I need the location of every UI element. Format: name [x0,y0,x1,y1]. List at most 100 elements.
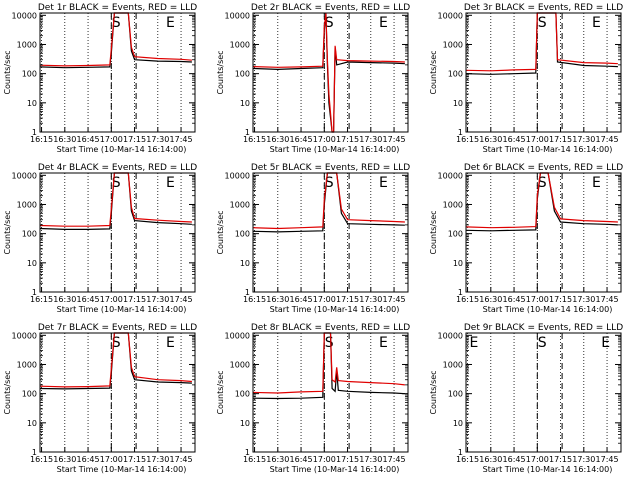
panel-5: Det 5r BLACK = Events, RED = LLD S E 1 10 100… [216,163,410,314]
x-tick-label: 17:45 [383,295,406,304]
panel-title: Det 5r BLACK = Events, RED = LLD [251,163,410,173]
x-tick-label: 17:15 [549,135,572,144]
interval-marker: S [325,15,334,31]
x-tick-label: 16:45 [503,455,526,464]
y-tick-label: 1 [458,448,463,457]
x-tick-label: 16:30 [266,135,289,144]
y-tick-label: 100 [235,70,250,79]
interval-marker: S [112,15,121,31]
x-tick-label: 17:45 [596,455,619,464]
x-tick-label: 16:45 [503,135,526,144]
x-axis-label: Start Time (10-Mar-14 16:14:00) [57,465,187,474]
x-axis-label: Start Time (10-Mar-14 16:14:00) [483,305,613,314]
y-tick-label: 10000 [438,331,463,340]
x-axis-label: Start Time (10-Mar-14 16:14:00) [57,145,187,154]
panel-1: Det 1r BLACK = Events, RED = LLD S E 1 10 100… [3,3,197,154]
x-tick-label: 16:30 [53,135,76,144]
interval-marker: S [325,335,334,351]
x-tick-label: 16:45 [77,455,100,464]
y-axis-label: Counts/sec [3,50,12,94]
y-tick-label: 100 [22,390,37,399]
x-tick-label: 17:45 [383,135,406,144]
y-axis-label: Counts/sec [3,210,12,254]
y-tick-label: 1 [245,448,250,457]
plot-frame [39,12,196,133]
y-tick-label: 10 [240,99,250,108]
y-tick-label: 100 [235,390,250,399]
y-tick-label: 100 [448,230,463,239]
panel-6: Det 6r BLACK = Events, RED = LLD S E 1 10 100… [429,163,623,314]
y-tick-label: 1000 [17,360,37,369]
x-tick-label: 16:45 [77,135,100,144]
x-tick-label: 17:00 [526,135,549,144]
y-axis-label: Counts/sec [216,210,225,254]
x-tick-label: 16:15 [243,295,266,304]
panel-title: Det 2r BLACK = Events, RED = LLD [251,3,410,13]
panel-title: Det 6r BLACK = Events, RED = LLD [464,163,623,173]
x-tick-label: 16:30 [479,295,502,304]
y-tick-label: 1 [32,288,37,297]
panel-8: Det 8r BLACK = Events, RED = LLD S E 1 10 100… [216,323,410,474]
y-tick-label: 10000 [438,11,463,20]
x-axis-label: Start Time (10-Mar-14 16:14:00) [270,145,400,154]
panel-title: Det 4r BLACK = Events, RED = LLD [38,163,197,173]
y-tick-label: 10 [453,419,463,428]
y-tick-label: 100 [22,70,37,79]
y-tick-label: 1000 [443,360,463,369]
y-tick-label: 1000 [230,200,250,209]
x-tick-label: 17:30 [146,455,169,464]
x-tick-label: 16:45 [77,295,100,304]
interval-marker: E [379,15,388,31]
x-tick-label: 16:30 [266,455,289,464]
x-tick-label: 17:30 [572,295,595,304]
interval-marker: S [112,175,121,191]
y-tick-label: 1000 [17,40,37,49]
x-axis-label: Start Time (10-Mar-14 16:14:00) [270,305,400,314]
panel-title: Det 1r BLACK = Events, RED = LLD [38,3,197,13]
panel-2: Det 2r BLACK = Events, RED = LLD S E 1 10 100… [216,3,410,154]
x-tick-label: 17:00 [313,135,336,144]
x-tick-label: 17:15 [336,455,359,464]
interval-marker: E [166,15,175,31]
x-tick-label: 17:00 [100,135,123,144]
y-tick-label: 100 [448,70,463,79]
x-tick-label: 16:15 [456,295,479,304]
x-tick-label: 16:30 [479,135,502,144]
x-tick-label: 17:45 [170,135,193,144]
y-tick-label: 10 [27,99,37,108]
x-tick-label: 17:15 [123,135,146,144]
plot-frame [39,172,196,293]
plot-frame [465,172,622,293]
x-tick-label: 17:30 [359,295,382,304]
x-tick-label: 17:30 [146,295,169,304]
y-tick-label: 100 [448,390,463,399]
x-tick-label: 16:45 [290,135,313,144]
interval-marker: E [166,335,175,351]
interval-marker: S [538,15,547,31]
x-tick-label: 17:30 [146,135,169,144]
x-axis-label: Start Time (10-Mar-14 16:14:00) [57,305,187,314]
y-tick-label: 10 [240,419,250,428]
x-tick-label: 16:15 [30,295,53,304]
y-tick-label: 10000 [12,331,37,340]
x-tick-label: 16:15 [456,455,479,464]
interval-marker: E [379,175,388,191]
x-tick-label: 17:00 [313,455,336,464]
x-tick-label: 17:30 [572,455,595,464]
x-tick-label: 17:45 [596,295,619,304]
x-tick-label: 17:45 [596,135,619,144]
y-tick-label: 10 [453,99,463,108]
series-events [252,332,405,400]
y-axis-label: Counts/sec [216,50,225,94]
x-tick-label: 17:30 [359,455,382,464]
y-tick-label: 1 [32,448,37,457]
y-tick-label: 1 [245,128,250,137]
y-tick-label: 10 [453,259,463,268]
x-tick-label: 17:00 [100,295,123,304]
plot-frame [465,332,622,453]
y-tick-label: 10 [240,259,250,268]
y-tick-label: 1 [458,288,463,297]
y-tick-label: 10000 [438,171,463,180]
x-tick-label: 17:00 [100,455,123,464]
x-tick-label: 17:15 [549,295,572,304]
